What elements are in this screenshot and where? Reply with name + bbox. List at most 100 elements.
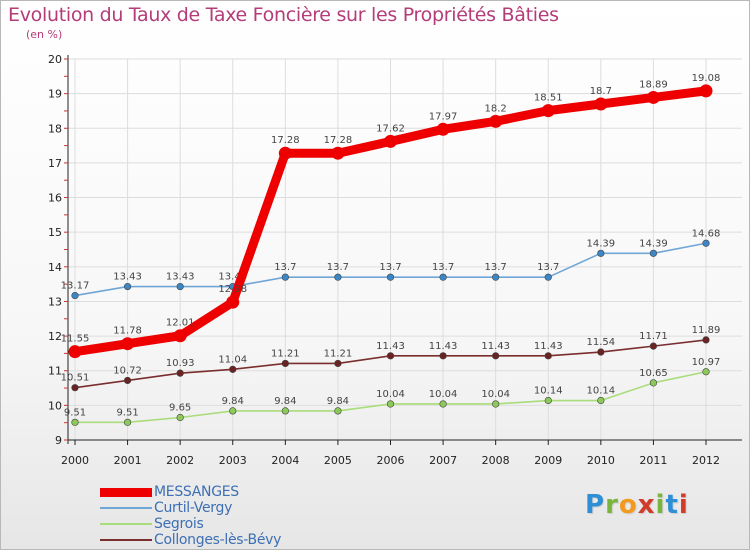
data-label-curtil-vergy-2004: 13.7 (274, 262, 296, 273)
y-tick-label-17: 17 (48, 157, 62, 170)
y-tick-label-10: 10 (48, 399, 62, 412)
data-label-segrois-2007: 10.04 (429, 389, 458, 400)
x-tick-label-2002: 2002 (166, 454, 194, 467)
y-tick-label-16: 16 (48, 192, 62, 205)
data-label-segrois-2004: 9.84 (274, 396, 296, 407)
point-curtil-vergy-2007 (439, 273, 447, 281)
x-tick-label-2003: 2003 (219, 454, 247, 467)
data-label-curtil-vergy-2009: 13.7 (537, 262, 559, 273)
data-label-curtil-vergy-2003: 13.43 (218, 272, 247, 283)
data-label-collonges-l-s-b-vy-2002: 10.93 (166, 358, 195, 369)
y-tick-label-14: 14 (48, 261, 62, 274)
data-label-segrois-2001: 9.51 (116, 407, 138, 418)
legend-swatch-segrois (100, 523, 152, 525)
data-label-collonges-l-s-b-vy-2001: 10.72 (113, 365, 142, 376)
point-curtil-vergy-2005 (334, 273, 342, 281)
point-segrois-2010 (597, 396, 605, 405)
point-collonges-l-s-b-vy-2011 (649, 342, 658, 350)
data-label-collonges-l-s-b-vy-2004: 11.21 (271, 348, 300, 359)
point-curtil-vergy-2008 (492, 273, 500, 281)
data-label-collonges-l-s-b-vy-2000: 10.51 (61, 373, 90, 384)
point-messanges-2001 (121, 337, 135, 351)
point-segrois-2005 (334, 407, 342, 415)
point-curtil-vergy-2012 (702, 239, 710, 247)
point-messanges-2008 (489, 114, 503, 128)
line-chart: 9 10 11 12 13 14 15 16 17 18 19 20 2000 2001 2002 2003 2… (48, 53, 742, 467)
data-label-collonges-l-s-b-vy-2008: 11.43 (481, 341, 510, 352)
legend-swatch-messanges (100, 488, 152, 497)
point-messanges-2012 (699, 84, 713, 98)
data-label-segrois-2005: 9.84 (327, 396, 349, 407)
data-label-messanges-2012: 19.08 (692, 73, 721, 84)
x-tick-label-2011: 2011 (639, 454, 667, 467)
y-tick-label-18: 18 (48, 122, 62, 135)
x-tick-label-2000: 2000 (61, 454, 89, 467)
y-tick-label-9: 9 (55, 434, 62, 447)
data-label-messanges-2000: 11.55 (61, 334, 90, 345)
point-segrois-2006 (386, 400, 395, 408)
point-messanges-2005 (331, 146, 345, 160)
y-tick-label-15: 15 (48, 226, 62, 239)
point-collonges-l-s-b-vy-2001 (123, 376, 132, 385)
data-label-collonges-l-s-b-vy-2006: 11.43 (376, 341, 405, 352)
point-collonges-l-s-b-vy-2005 (334, 359, 342, 368)
data-label-segrois-2002: 9.65 (169, 402, 191, 413)
data-label-collonges-l-s-b-vy-2011: 11.71 (639, 331, 668, 342)
data-label-messanges-2002: 12.01 (166, 318, 195, 329)
point-collonges-l-s-b-vy-2004 (281, 359, 289, 368)
point-collonges-l-s-b-vy-2009 (544, 352, 552, 360)
point-curtil-vergy-2011 (649, 249, 658, 257)
point-segrois-2001 (123, 418, 132, 426)
data-label-collonges-l-s-b-vy-2007: 11.43 (429, 341, 458, 352)
chart-title: Evolution du Taux de Taxe Foncière sur l… (8, 4, 559, 26)
point-segrois-2011 (649, 379, 658, 387)
data-label-segrois-2009: 10.14 (534, 386, 563, 397)
legend-label-segrois: Segrois (154, 516, 204, 532)
point-collonges-l-s-b-vy-2010 (597, 348, 605, 356)
point-messanges-2007 (436, 122, 450, 136)
data-label-messanges-2004: 17.28 (271, 135, 300, 146)
data-label-segrois-2003: 9.84 (222, 396, 244, 407)
data-label-curtil-vergy-2002: 13.43 (166, 272, 195, 283)
point-messanges-2004 (278, 146, 292, 160)
y-tick-label-19: 19 (48, 88, 62, 101)
x-tick-label-2001: 2001 (114, 454, 142, 467)
data-label-segrois-2010: 10.14 (587, 386, 616, 397)
y-tick-label-11: 11 (48, 365, 62, 378)
point-collonges-l-s-b-vy-2008 (492, 352, 500, 360)
y-tick-label-20: 20 (48, 53, 62, 66)
data-label-messanges-2007: 17.97 (429, 111, 458, 122)
point-collonges-l-s-b-vy-2002 (176, 369, 184, 377)
point-segrois-2000 (71, 418, 79, 426)
data-label-messanges-2006: 17.62 (376, 123, 405, 134)
point-curtil-vergy-2006 (386, 273, 395, 281)
data-label-curtil-vergy-2010: 14.39 (587, 238, 616, 249)
data-label-messanges-2009: 18.51 (534, 93, 563, 104)
data-label-collonges-l-s-b-vy-2010: 11.54 (587, 337, 616, 348)
x-tick-label-2007: 2007 (429, 454, 457, 467)
legend-swatch-curtil-vergy (100, 507, 152, 509)
data-label-curtil-vergy-2000: 13.17 (61, 281, 90, 292)
point-segrois-2008 (492, 400, 500, 408)
data-label-curtil-vergy-2006: 13.7 (379, 262, 401, 273)
data-label-segrois-2011: 10.65 (639, 368, 668, 379)
point-segrois-2003 (229, 407, 237, 415)
x-tick-label-2006: 2006 (377, 454, 405, 467)
point-messanges-2000 (68, 345, 82, 359)
point-curtil-vergy-2010 (597, 249, 605, 257)
point-curtil-vergy-2001 (123, 282, 132, 291)
point-segrois-2007 (439, 400, 447, 408)
point-segrois-2012 (702, 368, 710, 376)
point-messanges-2011 (646, 90, 660, 104)
point-messanges-2010 (594, 97, 608, 111)
data-label-curtil-vergy-2001: 13.43 (113, 272, 142, 283)
point-segrois-2002 (176, 413, 184, 422)
legend-label-collonges: Collonges-lès-Bévy (154, 532, 282, 548)
point-messanges-2006 (384, 134, 397, 148)
data-label-curtil-vergy-2011: 14.39 (639, 238, 668, 249)
data-label-messanges-2010: 18.7 (590, 86, 612, 97)
point-collonges-l-s-b-vy-2003 (229, 365, 237, 373)
point-messanges-2003 (226, 295, 240, 309)
legend-swatch-collonges (100, 539, 152, 541)
point-collonges-l-s-b-vy-2000 (71, 384, 79, 392)
